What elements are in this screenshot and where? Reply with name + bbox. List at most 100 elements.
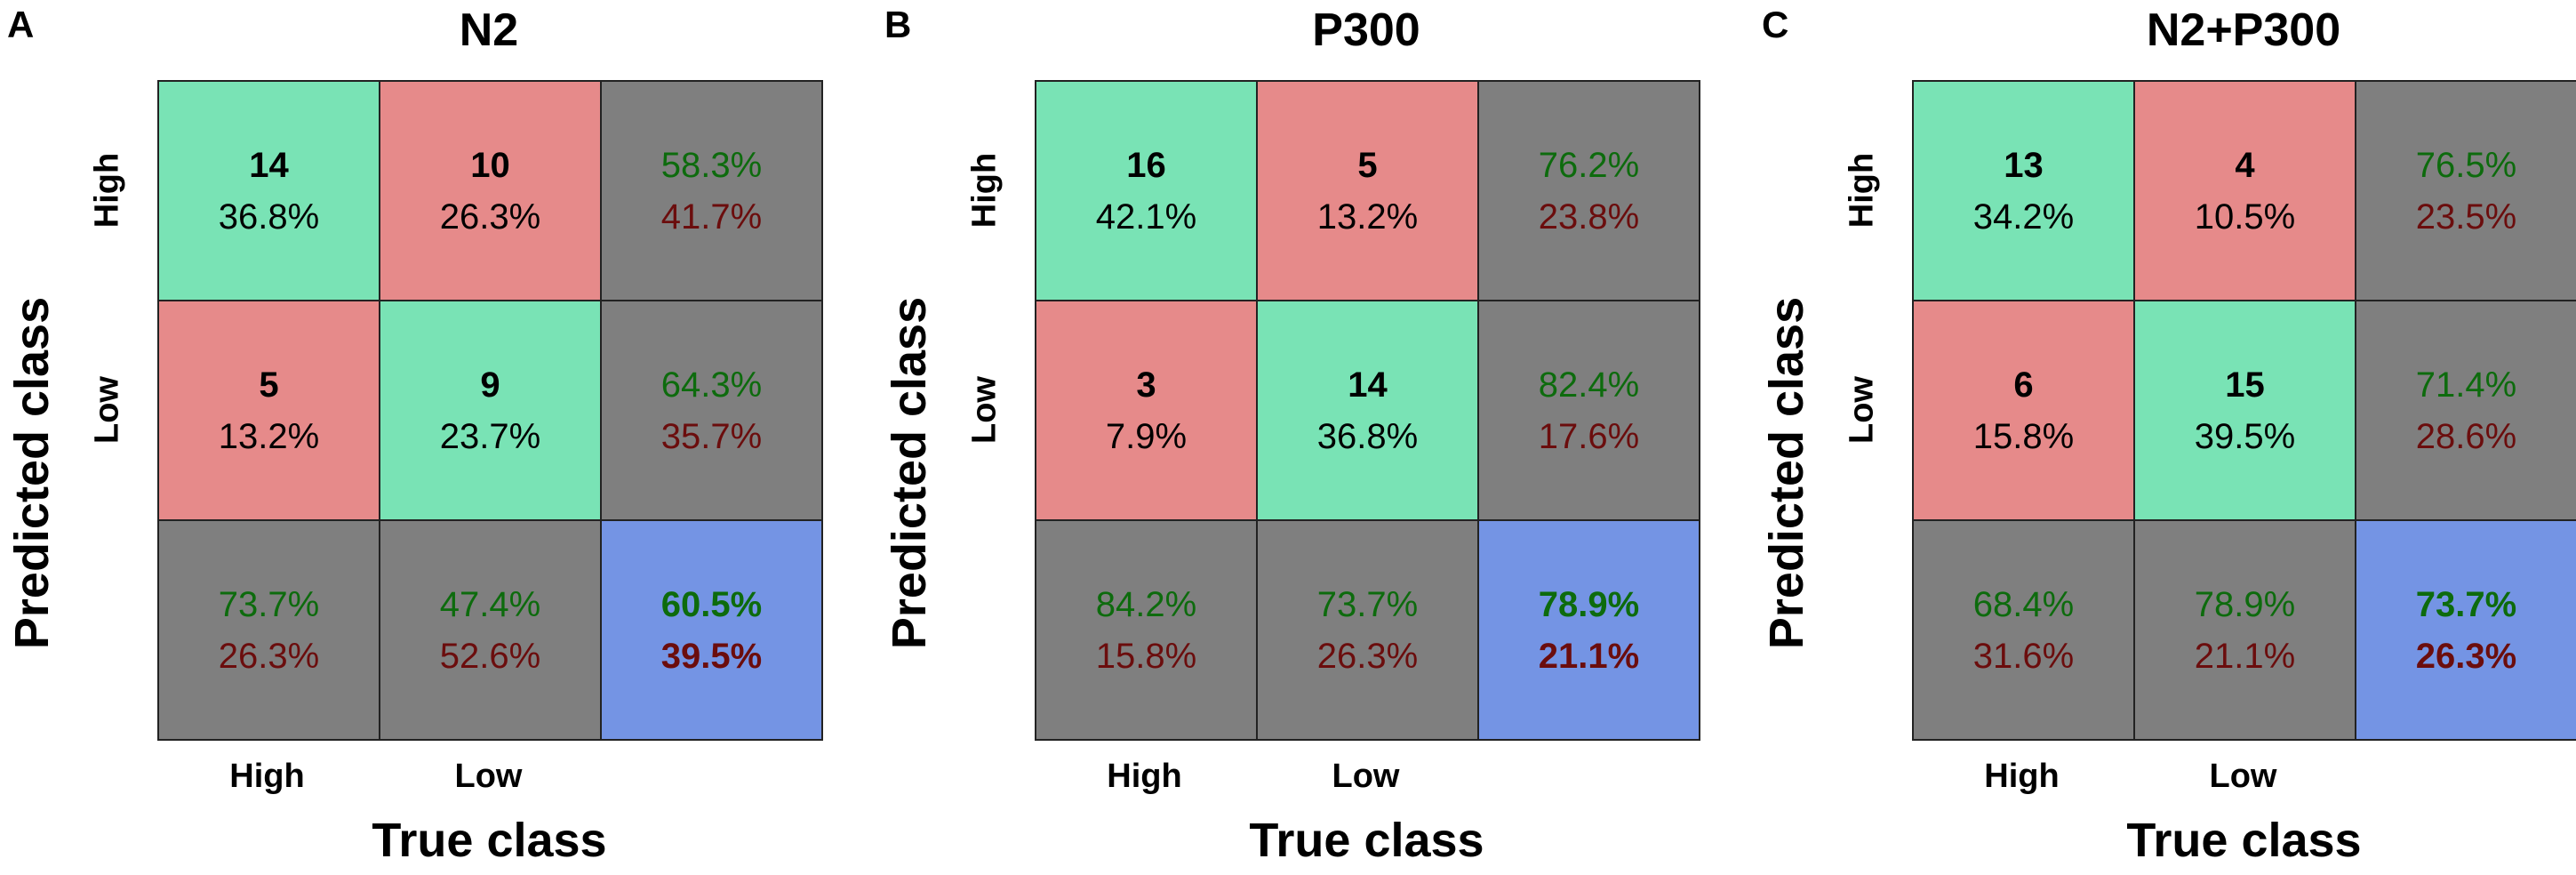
recall-value: 73.7% — [218, 584, 320, 624]
precision-value: 64.3% — [660, 365, 763, 405]
error-rate-value: 21.1% — [1538, 636, 1640, 676]
column-summary-cell: 84.2% 15.8% — [1035, 519, 1258, 741]
cell-count: 15 — [2225, 365, 2265, 405]
panel-title: P300 — [1312, 4, 1420, 56]
miss-rate-value: 26.3% — [1316, 636, 1419, 676]
recall-value: 84.2% — [1095, 584, 1197, 624]
row-summary-cell: 58.3% 41.7% — [600, 80, 823, 301]
cell-percent: 15.8% — [1972, 416, 2075, 456]
x-axis-label: True class — [372, 814, 607, 867]
recall-value: 68.4% — [1972, 584, 2075, 624]
accuracy-value: 60.5% — [660, 584, 763, 624]
y-tick-label: Low — [88, 375, 126, 444]
cell-count: 16 — [1126, 145, 1166, 185]
column-summary-cell: 78.9% 21.1% — [2133, 519, 2356, 741]
column-summary-cell: 73.7% 26.3% — [1256, 519, 1479, 741]
y-axis-label: Predicted class — [883, 296, 936, 650]
error-cell: 3 7.9% — [1035, 300, 1258, 521]
panel-title: N2+P300 — [2146, 4, 2341, 56]
cell-count: 9 — [480, 365, 500, 405]
precision-value: 71.4% — [2415, 365, 2517, 405]
x-tick-label: High — [1984, 758, 2060, 795]
overall-accuracy-cell: 60.5% 39.5% — [600, 519, 823, 741]
false-discovery-value: 35.7% — [660, 416, 763, 456]
recall-value: 73.7% — [1316, 584, 1419, 624]
accuracy-value: 78.9% — [1538, 584, 1640, 624]
miss-rate-value: 52.6% — [439, 636, 541, 676]
precision-value: 76.2% — [1538, 145, 1640, 185]
cell-count: 10 — [470, 145, 510, 185]
cell-count: 14 — [1348, 365, 1388, 405]
y-tick-label: High — [965, 152, 1004, 228]
matrix-grid: 14 36.8% 10 26.3% 58.3% 41.7% 5 13.2% 9 23.7% 64.3… — [157, 80, 823, 741]
miss-rate-value: 26.3% — [218, 636, 320, 676]
y-axis-label: Predicted class — [5, 296, 59, 650]
panel-letter: A — [7, 4, 35, 45]
cell-count: 13 — [2004, 145, 2044, 185]
x-tick-label: Low — [1332, 758, 1400, 795]
error-rate-value: 39.5% — [660, 636, 763, 676]
y-axis-label: Predicted class — [1760, 296, 1813, 650]
cell-count: 5 — [259, 365, 279, 405]
cell-percent: 10.5% — [2194, 197, 2296, 237]
x-axis-label: True class — [1249, 814, 1484, 867]
accuracy-value: 73.7% — [2415, 584, 2517, 624]
confusion-matrix-panel-c: C N2+P300 Predicted class High Low 13 34.2% 4 10… — [1755, 0, 2576, 875]
correct-cell: 9 23.7% — [379, 300, 602, 521]
y-tick-label: High — [88, 152, 126, 228]
x-tick-label: Low — [454, 758, 523, 795]
cell-count: 6 — [2013, 365, 2034, 405]
row-summary-cell: 76.5% 23.5% — [2355, 80, 2576, 301]
correct-cell: 14 36.8% — [157, 80, 380, 301]
cell-percent: 13.2% — [218, 416, 320, 456]
error-cell: 4 10.5% — [2133, 80, 2356, 301]
panel-letter: B — [884, 4, 912, 45]
cell-count: 5 — [1357, 145, 1378, 185]
error-cell: 5 13.2% — [157, 300, 380, 521]
y-tick-label: Low — [1843, 375, 1881, 444]
overall-accuracy-cell: 78.9% 21.1% — [1477, 519, 1700, 741]
false-discovery-value: 17.6% — [1538, 416, 1640, 456]
panel-title: N2 — [459, 4, 519, 56]
row-summary-cell: 64.3% 35.7% — [600, 300, 823, 521]
correct-cell: 14 36.8% — [1256, 300, 1479, 521]
recall-value: 47.4% — [439, 584, 541, 624]
confusion-matrix-panel-b: B P300 Predicted class High Low 16 42.1% 5 13.2%… — [877, 0, 1731, 875]
cell-percent: 34.2% — [1972, 197, 2075, 237]
miss-rate-value: 31.6% — [1972, 636, 2075, 676]
cell-count: 4 — [2235, 145, 2255, 185]
cell-percent: 36.8% — [218, 197, 320, 237]
column-summary-cell: 73.7% 26.3% — [157, 519, 380, 741]
false-discovery-value: 28.6% — [2415, 416, 2517, 456]
false-discovery-value: 41.7% — [660, 197, 763, 237]
panel-letter: C — [1762, 4, 1789, 45]
error-rate-value: 26.3% — [2415, 636, 2517, 676]
cell-percent: 36.8% — [1316, 416, 1419, 456]
y-tick-label: Low — [965, 375, 1004, 444]
miss-rate-value: 15.8% — [1095, 636, 1197, 676]
false-discovery-value: 23.8% — [1538, 197, 1640, 237]
row-summary-cell: 71.4% 28.6% — [2355, 300, 2576, 521]
cell-count: 3 — [1136, 365, 1156, 405]
matrix-grid: 16 42.1% 5 13.2% 76.2% 23.8% 3 7.9% 14 36.8% 82.4%… — [1035, 80, 1700, 741]
precision-value: 76.5% — [2415, 145, 2517, 185]
row-summary-cell: 76.2% 23.8% — [1477, 80, 1700, 301]
precision-value: 58.3% — [660, 145, 763, 185]
correct-cell: 13 34.2% — [1912, 80, 2135, 301]
cell-percent: 42.1% — [1095, 197, 1197, 237]
column-summary-cell: 47.4% 52.6% — [379, 519, 602, 741]
column-summary-cell: 68.4% 31.6% — [1912, 519, 2135, 741]
cell-percent: 39.5% — [2194, 416, 2296, 456]
x-tick-label: High — [1107, 758, 1182, 795]
cell-percent: 13.2% — [1316, 197, 1419, 237]
correct-cell: 15 39.5% — [2133, 300, 2356, 521]
confusion-matrix-panel-a: A N2 Predicted class High Low 14 36.8% 10 26.3% 5… — [0, 0, 853, 875]
cell-percent: 7.9% — [1105, 416, 1188, 456]
recall-value: 78.9% — [2194, 584, 2296, 624]
cell-count: 14 — [249, 145, 289, 185]
cell-percent: 23.7% — [439, 416, 541, 456]
cell-percent: 26.3% — [439, 197, 541, 237]
miss-rate-value: 21.1% — [2194, 636, 2296, 676]
overall-accuracy-cell: 73.7% 26.3% — [2355, 519, 2576, 741]
x-tick-label: High — [229, 758, 305, 795]
